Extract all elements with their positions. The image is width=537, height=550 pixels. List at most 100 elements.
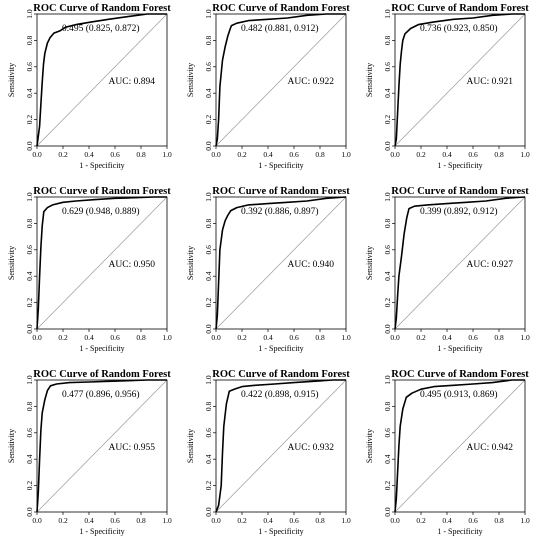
roc-curve: [215, 196, 347, 330]
y-tick-label: 1.0: [25, 375, 34, 385]
y-tick-label: 1.0: [25, 9, 34, 19]
x-tick-label: 0.8: [494, 333, 504, 342]
chart-title: ROC Curve of Random Forest: [391, 3, 529, 14]
x-tick-label: 1.0: [520, 333, 530, 342]
y-tick-label: 0.0: [25, 507, 34, 517]
y-tick-label: 0.8: [204, 401, 213, 411]
y-tick-label: 0.6: [25, 62, 34, 72]
y-tick-label: 0.2: [204, 481, 213, 491]
y-tick-label: 0.8: [25, 218, 34, 228]
x-tick-label: 0.8: [315, 333, 325, 342]
x-tick-label: 0.8: [494, 516, 504, 525]
y-tick-label: 1.0: [204, 192, 213, 202]
roc-chart-svg: ROC Curve of Random Forest 0.0 0.2 0.4 0.6 0.…: [365, 369, 530, 536]
x-tick-label: 0.4: [263, 333, 273, 342]
x-tick-label: 0.2: [58, 333, 68, 342]
x-tick-label: 0.6: [110, 150, 120, 159]
auc-label: AUC: 0.940: [288, 260, 335, 270]
x-tick-label: 0.4: [84, 516, 94, 525]
y-tick-label: 0.4: [25, 271, 34, 281]
threshold-annotation: 0.495 (0.825, 0.872): [62, 23, 140, 34]
y-tick-label: 0.4: [25, 88, 34, 98]
y-tick-label: 0.8: [383, 401, 392, 411]
threshold-annotation: 0.629 (0.948, 0.889): [62, 206, 140, 217]
y-tick-label: 0.8: [204, 218, 213, 228]
reference-diagonal: [394, 379, 526, 513]
roc-curve: [215, 13, 346, 147]
y-tick-label: 0.0: [383, 141, 392, 151]
y-tick-label: 0.0: [204, 507, 213, 517]
x-tick-label: 0.6: [110, 516, 120, 525]
plot-frame: [36, 13, 168, 147]
y-tick-label: 0.4: [383, 271, 392, 281]
x-tick-label: 0.0: [211, 333, 221, 342]
y-tick-label: 0.2: [25, 298, 34, 308]
reference-diagonal: [215, 196, 347, 330]
auc-label: AUC: 0.922: [288, 77, 335, 87]
y-tick-label: 0.2: [383, 115, 392, 125]
threshold-annotation: 0.399 (0.892, 0.912): [420, 206, 498, 217]
plot-frame: [36, 379, 168, 513]
x-tick-label: 0.6: [468, 333, 478, 342]
x-tick-label: 0.2: [237, 333, 247, 342]
x-tick-label: 1.0: [162, 516, 172, 525]
chart-title: ROC Curve of Random Forest: [212, 369, 350, 380]
y-tick-label: 0.6: [383, 428, 392, 438]
x-tick-label: 0.4: [263, 150, 273, 159]
chart-title: ROC Curve of Random Forest: [391, 369, 529, 380]
reference-diagonal: [36, 13, 168, 147]
y-tick-label: 0.2: [204, 115, 213, 125]
roc-chart-svg: ROC Curve of Random Forest 0.0 0.2 0.4 0.6 0.…: [365, 186, 530, 353]
reference-diagonal: [36, 196, 168, 330]
plot-frame: [215, 13, 347, 147]
x-tick-label: 0.2: [237, 516, 247, 525]
x-tick-label: 0.6: [289, 150, 299, 159]
x-tick-label: 0.0: [32, 150, 42, 159]
roc-curve: [394, 196, 526, 330]
y-tick-label: 0.4: [204, 271, 213, 281]
y-tick-label: 0.6: [383, 245, 392, 255]
x-tick-label: 1.0: [341, 516, 351, 525]
x-tick-label: 0.4: [442, 150, 452, 159]
y-axis-label: Sensitivity: [7, 63, 16, 97]
x-tick-label: 0.4: [84, 150, 94, 159]
x-tick-label: 1.0: [162, 150, 172, 159]
y-tick-label: 0.2: [383, 298, 392, 308]
x-tick-label: 0.0: [390, 516, 400, 525]
y-tick-label: 0.2: [25, 115, 34, 125]
plot-frame: [394, 196, 526, 330]
threshold-annotation: 0.482 (0.881, 0.912): [241, 23, 319, 34]
chart-title: ROC Curve of Random Forest: [212, 186, 350, 197]
x-axis-label: 1 - Specificity: [258, 527, 303, 536]
auc-label: AUC: 0.927: [467, 260, 514, 270]
x-tick-label: 0.6: [289, 333, 299, 342]
x-tick-label: 0.0: [32, 516, 42, 525]
y-tick-label: 0.8: [204, 35, 213, 45]
x-tick-label: 1.0: [162, 333, 172, 342]
threshold-annotation: 0.392 (0.886, 0.897): [241, 206, 319, 217]
y-tick-label: 0.6: [25, 245, 34, 255]
x-tick-label: 0.2: [237, 150, 247, 159]
threshold-annotation: 0.477 (0.896, 0.956): [62, 389, 140, 400]
auc-label: AUC: 0.894: [109, 77, 156, 87]
x-tick-label: 0.0: [211, 516, 221, 525]
y-tick-label: 0.0: [25, 141, 34, 151]
x-tick-label: 0.8: [136, 516, 146, 525]
y-tick-label: 1.0: [383, 375, 392, 385]
x-tick-label: 0.2: [416, 150, 426, 159]
x-tick-label: 0.4: [442, 516, 452, 525]
y-tick-label: 0.4: [383, 88, 392, 98]
x-axis-label: 1 - Specificity: [437, 527, 482, 536]
x-tick-label: 0.6: [289, 516, 299, 525]
x-tick-label: 0.6: [468, 516, 478, 525]
roc-chart-svg: ROC Curve of Random Forest 0.0 0.2 0.4 0.6 0.…: [186, 3, 351, 170]
x-tick-label: 0.2: [416, 333, 426, 342]
x-tick-label: 0.0: [32, 333, 42, 342]
y-tick-label: 0.6: [204, 62, 213, 72]
y-tick-label: 1.0: [25, 192, 34, 202]
y-axis-label: Sensitivity: [186, 246, 195, 280]
x-tick-label: 0.8: [136, 150, 146, 159]
x-tick-label: 1.0: [341, 333, 351, 342]
roc-panel: ROC Curve of Random Forest 0.0 0.2 0.4 0.6 0.…: [179, 183, 358, 366]
roc-curve: [36, 13, 167, 147]
